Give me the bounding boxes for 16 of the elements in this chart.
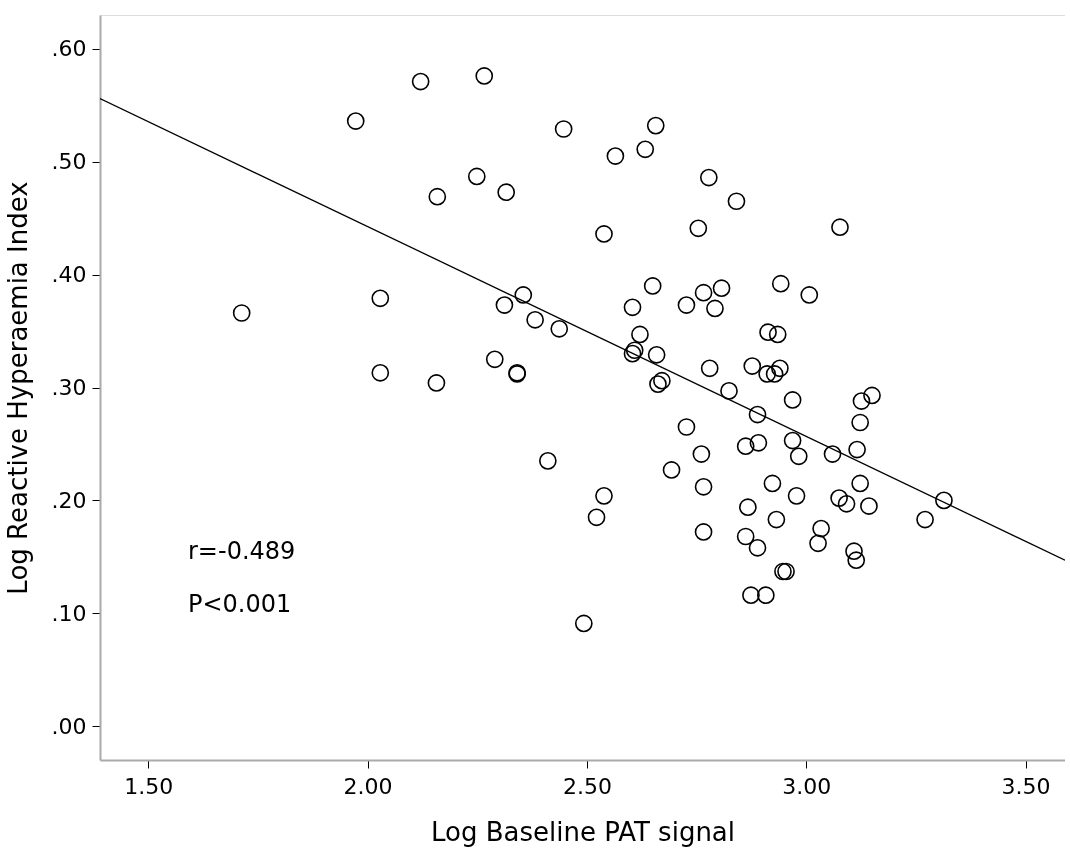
y-tick-label: .30 <box>51 375 87 400</box>
x-tick-label: 3.00 <box>782 773 832 799</box>
x-tick-label: 1.50 <box>124 773 174 799</box>
y-tick-label: .10 <box>51 600 87 626</box>
y-tick-label: .60 <box>51 36 87 62</box>
y-tick-label: .20 <box>51 487 87 513</box>
x-axis-title: Log Baseline PAT signal <box>430 816 736 847</box>
x-tick-label: 2.50 <box>562 773 612 799</box>
y-tick-label: .50 <box>51 149 87 175</box>
annotation: r=-0.489 <box>188 537 296 565</box>
y-axis-title: Log Reactive Hyperaemia Index <box>2 181 33 595</box>
x-tick-label: 2.00 <box>343 773 393 799</box>
y-tick-label: .00 <box>51 713 87 739</box>
x-tick-label: 3.50 <box>1001 773 1051 799</box>
y-tick-label: .40 <box>51 262 87 288</box>
annotation: P<0.001 <box>188 590 292 618</box>
